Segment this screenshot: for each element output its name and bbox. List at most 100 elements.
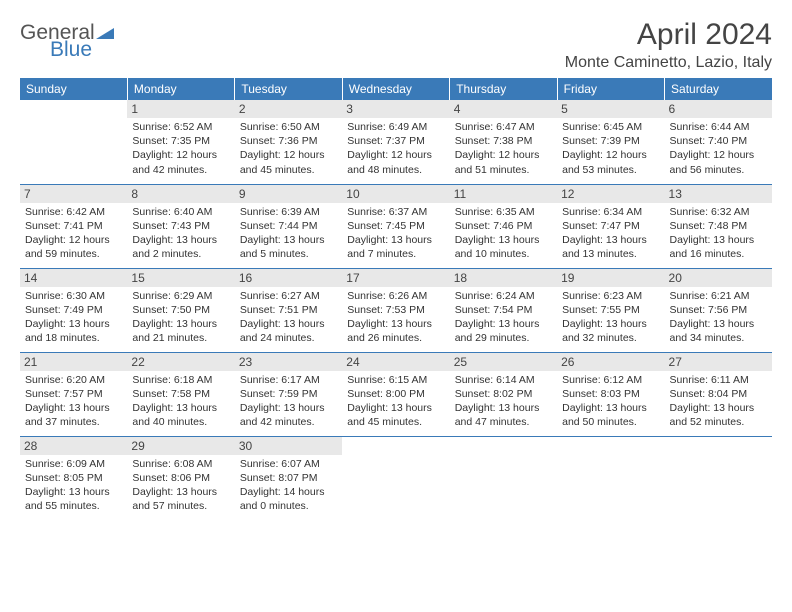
weekday-header: Sunday [20, 78, 127, 100]
calendar-day-cell: 8 Sunrise: 6:40 AMSunset: 7:43 PMDaylight… [127, 184, 234, 268]
day-number: 18 [450, 269, 557, 287]
calendar-empty-cell [20, 100, 127, 184]
calendar-day-cell: 29Sunrise: 6:08 AMSunset: 8:06 PMDayligh… [127, 436, 234, 520]
weekday-header: Tuesday [235, 78, 342, 100]
calendar-row: 14 Sunrise: 6:30 AMSunset: 7:49 PMDayligh… [20, 268, 772, 352]
calendar-row: 7 Sunrise: 6:42 AMSunset: 7:41 PMDaylight… [20, 184, 772, 268]
calendar-empty-cell [450, 436, 557, 520]
day-number: 26 [557, 353, 664, 371]
day-number: 13 [665, 185, 772, 203]
weekday-header: Friday [557, 78, 664, 100]
day-info: Sunrise: 6:32 AMSunset: 7:48 PMDaylight:… [670, 205, 767, 262]
day-info: Sunrise: 6:50 AMSunset: 7:36 PMDaylight:… [240, 120, 337, 177]
day-number: 16 [235, 269, 342, 287]
day-number: 11 [450, 185, 557, 203]
calendar-table: SundayMondayTuesdayWednesdayThursdayFrid… [20, 78, 772, 520]
day-info: Sunrise: 6:30 AMSunset: 7:49 PMDaylight:… [25, 289, 122, 346]
calendar-day-cell: 30 Sunrise: 6:07 AMSunset: 8:07 PMDayligh… [235, 436, 342, 520]
day-info: Sunrise: 6:09 AMSunset: 8:05 PMDaylight:… [25, 457, 122, 514]
day-info: Sunrise: 6:26 AMSunset: 7:53 PMDaylight:… [347, 289, 444, 346]
calendar-day-cell: 28 Sunrise: 6:09 AMSunset: 8:05 PMDayligh… [20, 436, 127, 520]
weekday-header-row: SundayMondayTuesdayWednesdayThursdayFrid… [20, 78, 772, 100]
day-number: 8 [127, 185, 234, 203]
day-info: Sunrise: 6:11 AMSunset: 8:04 PMDaylight:… [670, 373, 767, 430]
weekday-header: Thursday [450, 78, 557, 100]
calendar-day-cell: 14 Sunrise: 6:30 AMSunset: 7:49 PMDayligh… [20, 268, 127, 352]
day-number: 2 [235, 100, 342, 118]
day-number: 17 [342, 269, 449, 287]
day-info: Sunrise: 6:49 AMSunset: 7:37 PMDaylight:… [347, 120, 444, 177]
day-number: 3 [342, 100, 449, 118]
day-info: Sunrise: 6:21 AMSunset: 7:56 PMDaylight:… [670, 289, 767, 346]
calendar-day-cell: 21 Sunrise: 6:20 AMSunset: 7:57 PMDayligh… [20, 352, 127, 436]
calendar-day-cell: 6 Sunrise: 6:44 AMSunset: 7:40 PMDaylight… [665, 100, 772, 184]
day-info: Sunrise: 6:42 AMSunset: 7:41 PMDaylight:… [25, 205, 122, 262]
day-number: 25 [450, 353, 557, 371]
calendar-day-cell: 23 Sunrise: 6:17 AMSunset: 7:59 PMDayligh… [235, 352, 342, 436]
calendar-row: 28 Sunrise: 6:09 AMSunset: 8:05 PMDayligh… [20, 436, 772, 520]
calendar-row: 1Sunrise: 6:52 AMSunset: 7:35 PMDaylight… [20, 100, 772, 184]
day-number: 24 [342, 353, 449, 371]
day-number: 14 [20, 269, 127, 287]
day-info: Sunrise: 6:20 AMSunset: 7:57 PMDaylight:… [25, 373, 122, 430]
day-number: 27 [665, 353, 772, 371]
day-info: Sunrise: 6:23 AMSunset: 7:55 PMDaylight:… [562, 289, 659, 346]
title-block: April 2024 Monte Caminetto, Lazio, Italy [565, 18, 772, 72]
day-info: Sunrise: 6:24 AMSunset: 7:54 PMDaylight:… [455, 289, 552, 346]
day-number: 23 [235, 353, 342, 371]
calendar-day-cell: 25 Sunrise: 6:14 AMSunset: 8:02 PMDayligh… [450, 352, 557, 436]
calendar-day-cell: 5 Sunrise: 6:45 AMSunset: 7:39 PMDaylight… [557, 100, 664, 184]
day-number: 19 [557, 269, 664, 287]
day-info: Sunrise: 6:14 AMSunset: 8:02 PMDaylight:… [455, 373, 552, 430]
calendar-empty-cell [342, 436, 449, 520]
calendar-day-cell: 20 Sunrise: 6:21 AMSunset: 7:56 PMDayligh… [665, 268, 772, 352]
weekday-header: Wednesday [342, 78, 449, 100]
day-info: Sunrise: 6:47 AMSunset: 7:38 PMDaylight:… [455, 120, 552, 177]
calendar-row: 21 Sunrise: 6:20 AMSunset: 7:57 PMDayligh… [20, 352, 772, 436]
day-number: 21 [20, 353, 127, 371]
day-info: Sunrise: 6:27 AMSunset: 7:51 PMDaylight:… [240, 289, 337, 346]
day-info: Sunrise: 6:29 AMSunset: 7:50 PMDaylight:… [132, 289, 229, 346]
day-info: Sunrise: 6:07 AMSunset: 8:07 PMDaylight:… [240, 457, 337, 514]
day-number: 30 [235, 437, 342, 455]
day-info: Sunrise: 6:15 AMSunset: 8:00 PMDaylight:… [347, 373, 444, 430]
day-info: Sunrise: 6:45 AMSunset: 7:39 PMDaylight:… [562, 120, 659, 177]
day-number: 1 [127, 100, 234, 118]
calendar-day-cell: 2 Sunrise: 6:50 AMSunset: 7:36 PMDaylight… [235, 100, 342, 184]
calendar-day-cell: 24 Sunrise: 6:15 AMSunset: 8:00 PMDayligh… [342, 352, 449, 436]
calendar-day-cell: 16 Sunrise: 6:27 AMSunset: 7:51 PMDayligh… [235, 268, 342, 352]
day-info: Sunrise: 6:17 AMSunset: 7:59 PMDaylight:… [240, 373, 337, 430]
logo: GeneralBlue [20, 22, 114, 60]
calendar-day-cell: 9Sunrise: 6:39 AMSunset: 7:44 PMDaylight… [235, 184, 342, 268]
day-info: Sunrise: 6:35 AMSunset: 7:46 PMDaylight:… [455, 205, 552, 262]
calendar-day-cell: 3 Sunrise: 6:49 AMSunset: 7:37 PMDaylight… [342, 100, 449, 184]
calendar-day-cell: 18 Sunrise: 6:24 AMSunset: 7:54 PMDayligh… [450, 268, 557, 352]
weekday-header: Saturday [665, 78, 772, 100]
day-number: 28 [20, 437, 127, 455]
day-number: 12 [557, 185, 664, 203]
day-number: 29 [127, 437, 234, 455]
day-info: Sunrise: 6:34 AMSunset: 7:47 PMDaylight:… [562, 205, 659, 262]
day-info: Sunrise: 6:12 AMSunset: 8:03 PMDaylight:… [562, 373, 659, 430]
day-info: Sunrise: 6:44 AMSunset: 7:40 PMDaylight:… [670, 120, 767, 177]
header: GeneralBlue April 2024 Monte Caminetto, … [20, 18, 772, 72]
day-number: 6 [665, 100, 772, 118]
calendar-day-cell: 22 Sunrise: 6:18 AMSunset: 7:58 PMDayligh… [127, 352, 234, 436]
day-number: 22 [127, 353, 234, 371]
calendar-day-cell: 19 Sunrise: 6:23 AMSunset: 7:55 PMDayligh… [557, 268, 664, 352]
calendar-day-cell: 10 Sunrise: 6:37 AMSunset: 7:45 PMDayligh… [342, 184, 449, 268]
day-number: 20 [665, 269, 772, 287]
calendar-empty-cell [665, 436, 772, 520]
day-info: Sunrise: 6:40 AMSunset: 7:43 PMDaylight:… [132, 205, 229, 262]
location-text: Monte Caminetto, Lazio, Italy [565, 54, 772, 72]
day-info: Sunrise: 6:18 AMSunset: 7:58 PMDaylight:… [132, 373, 229, 430]
day-info: Sunrise: 6:37 AMSunset: 7:45 PMDaylight:… [347, 205, 444, 262]
day-number: 5 [557, 100, 664, 118]
logo-text-blue: Blue [50, 39, 114, 60]
day-number: 10 [342, 185, 449, 203]
weekday-header: Monday [127, 78, 234, 100]
day-number: 7 [20, 185, 127, 203]
day-number: 9 [235, 185, 342, 203]
calendar-day-cell: 27 Sunrise: 6:11 AMSunset: 8:04 PMDayligh… [665, 352, 772, 436]
calendar-day-cell: 1Sunrise: 6:52 AMSunset: 7:35 PMDaylight… [127, 100, 234, 184]
